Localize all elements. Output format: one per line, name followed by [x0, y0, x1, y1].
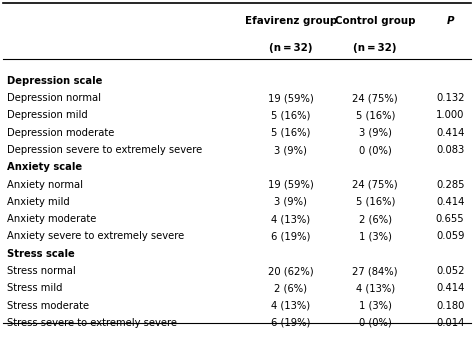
Text: Depression moderate: Depression moderate — [8, 128, 115, 138]
Text: 6 (19%): 6 (19%) — [271, 318, 310, 328]
Text: Depression normal: Depression normal — [8, 93, 101, 103]
Text: 1 (3%): 1 (3%) — [359, 300, 392, 311]
Text: Anxiety moderate: Anxiety moderate — [8, 214, 97, 224]
Text: Depression severe to extremely severe: Depression severe to extremely severe — [8, 145, 203, 155]
Text: Efavirenz group: Efavirenz group — [245, 16, 337, 26]
Text: 19 (59%): 19 (59%) — [268, 179, 314, 190]
Text: Stress moderate: Stress moderate — [8, 300, 90, 311]
Text: 24 (75%): 24 (75%) — [352, 179, 398, 190]
Text: 2 (6%): 2 (6%) — [274, 283, 307, 293]
Text: 0.285: 0.285 — [436, 179, 465, 190]
Text: Depression scale: Depression scale — [8, 76, 103, 86]
Text: 0.414: 0.414 — [436, 197, 465, 207]
Text: 4 (13%): 4 (13%) — [271, 214, 310, 224]
Text: 0.052: 0.052 — [436, 266, 465, 276]
Text: 0.180: 0.180 — [436, 300, 465, 311]
Text: Stress severe to extremely severe: Stress severe to extremely severe — [8, 318, 177, 328]
Text: 20 (62%): 20 (62%) — [268, 266, 314, 276]
Text: P: P — [447, 16, 454, 26]
Text: 0.132: 0.132 — [436, 93, 465, 103]
Text: Stress scale: Stress scale — [8, 249, 75, 259]
Text: 2 (6%): 2 (6%) — [359, 214, 392, 224]
Text: 0.655: 0.655 — [436, 214, 465, 224]
Text: Anxiety scale: Anxiety scale — [8, 162, 82, 172]
Text: 3 (9%): 3 (9%) — [274, 145, 307, 155]
Text: 0.414: 0.414 — [436, 128, 465, 138]
Text: 1.000: 1.000 — [436, 111, 465, 120]
Text: 5 (16%): 5 (16%) — [271, 128, 310, 138]
Text: Stress mild: Stress mild — [8, 283, 63, 293]
Text: 24 (75%): 24 (75%) — [352, 93, 398, 103]
Text: 0 (0%): 0 (0%) — [359, 318, 392, 328]
Text: Depression mild: Depression mild — [8, 111, 88, 120]
Text: 4 (13%): 4 (13%) — [356, 283, 395, 293]
Text: Control group: Control group — [335, 16, 415, 26]
Text: 27 (84%): 27 (84%) — [353, 266, 398, 276]
Text: 0.414: 0.414 — [436, 283, 465, 293]
Text: Anxiety normal: Anxiety normal — [8, 179, 83, 190]
Text: 5 (16%): 5 (16%) — [271, 111, 310, 120]
Text: 1 (3%): 1 (3%) — [359, 232, 392, 241]
Text: 3 (9%): 3 (9%) — [359, 128, 392, 138]
Text: 5 (16%): 5 (16%) — [356, 111, 395, 120]
Text: 0.083: 0.083 — [436, 145, 464, 155]
Text: Anxiety severe to extremely severe: Anxiety severe to extremely severe — [8, 232, 185, 241]
Text: Anxiety mild: Anxiety mild — [8, 197, 70, 207]
Text: 5 (16%): 5 (16%) — [356, 197, 395, 207]
Text: 3 (9%): 3 (9%) — [274, 197, 307, 207]
Text: 6 (19%): 6 (19%) — [271, 232, 310, 241]
Text: (n = 32): (n = 32) — [269, 43, 313, 53]
Text: 4 (13%): 4 (13%) — [271, 300, 310, 311]
Text: Stress normal: Stress normal — [8, 266, 76, 276]
Text: 0.059: 0.059 — [436, 232, 465, 241]
Text: (n = 32): (n = 32) — [354, 43, 397, 53]
Text: 19 (59%): 19 (59%) — [268, 93, 314, 103]
Text: 0 (0%): 0 (0%) — [359, 145, 392, 155]
Text: 0.014: 0.014 — [436, 318, 465, 328]
